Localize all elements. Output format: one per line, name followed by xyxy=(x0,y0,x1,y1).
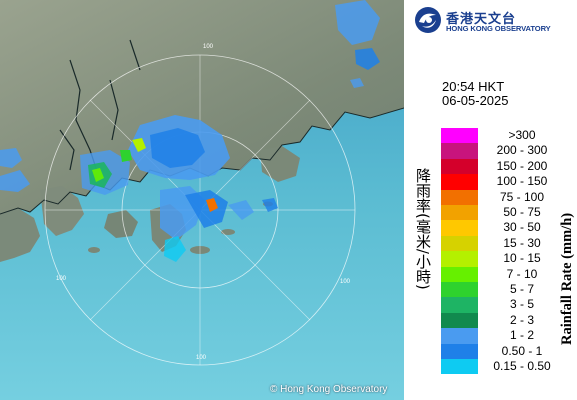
legend-swatch xyxy=(441,235,478,252)
observation-time: 20:54 HKT xyxy=(442,79,505,94)
legend-row: 30 - 50 xyxy=(441,220,561,236)
river xyxy=(59,39,141,181)
legend-range-label: 1 - 2 xyxy=(509,328,534,343)
legend-swatch xyxy=(441,266,478,282)
observation-date: 06-05-2025 xyxy=(442,93,509,108)
radar-map: 100 100 100 100 © Hong Kong Observatory xyxy=(0,0,404,400)
legend-row: 0.50 - 1 xyxy=(441,343,561,359)
legend-range-label: 15 - 30 xyxy=(503,235,541,250)
legend-swatch xyxy=(441,359,478,375)
legend-row: 15 - 30 xyxy=(441,235,561,252)
legend-range-label: 0.15 - 0.50 xyxy=(493,359,551,373)
legend-swatch xyxy=(441,158,478,175)
island xyxy=(88,247,100,253)
range-label-top: 100 xyxy=(203,44,214,50)
legend-range-label: 150 - 200 xyxy=(496,158,548,173)
logo-english-name: HONG KONG OBSERVATORY xyxy=(446,24,551,33)
legend-row: 7 - 10 xyxy=(441,266,561,282)
range-label-right: 100 xyxy=(340,279,351,285)
legend-title-chinese-text: 降雨率(毫米/小時) xyxy=(414,168,432,290)
legend-row: 150 - 200 xyxy=(441,158,561,175)
legend-range-label: 2 - 3 xyxy=(509,312,534,327)
legend-row: 2 - 3 xyxy=(441,312,561,329)
legend-swatch xyxy=(441,312,478,329)
legend-row: 10 - 15 xyxy=(441,251,561,267)
legend-swatch xyxy=(441,174,478,190)
legend-row: 0.15 - 0.50 xyxy=(441,359,561,375)
western-coast xyxy=(0,208,40,262)
hko-emblem-icon xyxy=(415,7,441,33)
legend-swatch xyxy=(441,297,478,313)
legend-range-label: 200 - 300 xyxy=(496,143,548,158)
pearl-river-delta-west xyxy=(40,186,84,236)
legend-range-label: >300 xyxy=(508,128,536,142)
legend-row: 200 - 300 xyxy=(441,143,561,159)
legend-row: 75 - 100 xyxy=(441,189,561,205)
legend-range-label: 75 - 100 xyxy=(499,189,545,204)
legend-range-label: 0.50 - 1 xyxy=(501,343,543,358)
rain-echoes xyxy=(0,0,380,262)
legend-range-label: 7 - 10 xyxy=(506,266,538,281)
legend-range-label: 30 - 50 xyxy=(503,220,541,235)
range-label-bottom: 100 xyxy=(196,355,207,361)
legend-swatch xyxy=(441,143,478,159)
legend-swatch xyxy=(441,128,478,144)
legend-row: 100 - 150 xyxy=(441,174,561,190)
legend-swatch xyxy=(441,220,478,236)
legend-swatch xyxy=(441,251,478,267)
legend-title-english-text: Rainfall Rate (mm/h) xyxy=(559,213,575,345)
legend-range-label: 100 - 150 xyxy=(496,174,548,189)
eastern-peninsula xyxy=(260,146,300,182)
legend-range-label: 3 - 5 xyxy=(509,297,534,312)
legend-swatch xyxy=(441,328,478,344)
legend-swatch xyxy=(441,189,478,205)
copyright-notice: © Hong Kong Observatory xyxy=(270,384,388,395)
legend-row: 1 - 2 xyxy=(441,328,561,344)
legend-title-chinese: 降雨率(毫米/小時) xyxy=(414,168,432,290)
legend-range-label: 10 - 15 xyxy=(503,251,541,266)
legend-row: >300 xyxy=(441,128,561,144)
legend-range-label: 50 - 75 xyxy=(503,205,541,219)
legend-row: 50 - 75 xyxy=(441,205,561,221)
lantau-area xyxy=(104,210,138,238)
legend-swatch xyxy=(441,282,478,298)
logo-chinese-name: 香港天文台 xyxy=(446,12,517,27)
hko-logo: 香港天文台 HONG KONG OBSERVATORY xyxy=(414,6,576,36)
range-label-left: 100 xyxy=(56,276,67,282)
legend-row: 5 - 7 xyxy=(441,282,561,298)
side-panel: 香港天文台 HONG KONG OBSERVATORY 20:54 HKT 06… xyxy=(404,0,577,400)
legend-range-label: 5 - 7 xyxy=(509,282,534,296)
legend-row: 3 - 5 xyxy=(441,297,561,313)
island xyxy=(221,229,235,235)
legend-swatch xyxy=(441,343,478,359)
legend-swatch xyxy=(441,205,478,221)
legend-title-english: Rainfall Rate (mm/h) xyxy=(559,213,575,345)
